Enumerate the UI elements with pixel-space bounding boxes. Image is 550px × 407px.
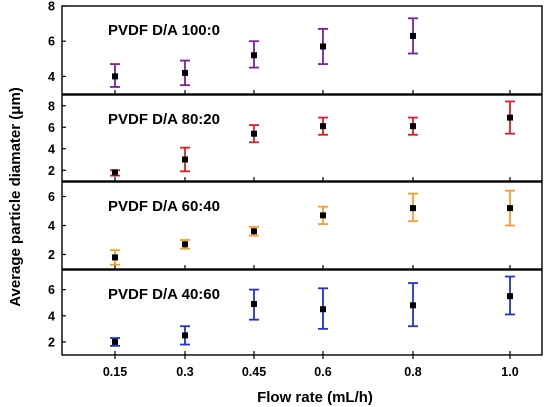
data-point (251, 130, 257, 137)
data-point-group (180, 239, 190, 250)
data-point-group (318, 27, 328, 65)
data-point (507, 293, 513, 300)
y-axis-title: Average particle diamater (μm) (7, 87, 24, 307)
data-point-group (318, 287, 328, 330)
data-point-group (110, 337, 120, 347)
y-tick-label: 2 (48, 164, 55, 178)
x-axis: 0.15 0.3 0.45 0.6 0.8 1.0 (103, 355, 519, 379)
y-tick-label: 4 (48, 142, 55, 156)
data-point (410, 32, 416, 39)
data-point (112, 73, 118, 80)
panels-layer: 4 6 8 PVDF D/A 100:0 2 4 6 8 PVDF D/A 80:20 2 4 6 PV… (48, 0, 543, 356)
x-tick-label: 0.6 (314, 365, 331, 379)
x-tick-label: 0.8 (404, 365, 421, 379)
data-point (251, 52, 257, 59)
panel-frame (61, 5, 543, 95)
data-point (251, 228, 257, 235)
data-point (251, 301, 257, 307)
data-point (410, 123, 416, 130)
data-point (182, 241, 188, 248)
panel-3: 2 4 6 PVDF D/A 60:40 (48, 181, 543, 270)
data-point-group (505, 100, 515, 135)
panel-4: 2 4 6 PVDF D/A 40:60 (48, 269, 543, 356)
data-point-group (249, 124, 259, 144)
y-tick-label: 2 (48, 335, 55, 349)
data-point (182, 69, 188, 76)
x-axis-title: Flow rate (mL/h) (257, 389, 373, 406)
data-point-group (180, 325, 190, 346)
panel-title: PVDF D/A 100:0 (108, 22, 220, 39)
data-point (320, 43, 326, 50)
y-tick-label: 8 (48, 0, 55, 14)
x-tick-label: 0.45 (242, 365, 266, 379)
data-point-group (110, 249, 120, 266)
data-point-group (318, 116, 328, 136)
y-tick-label: 4 (48, 70, 55, 84)
panel-frame (61, 269, 543, 356)
data-point-group (110, 63, 120, 88)
y-tick-label: 6 (48, 283, 55, 297)
data-point (112, 169, 118, 176)
y-tick-label: 6 (48, 121, 55, 135)
data-point (320, 123, 326, 130)
data-point-group (408, 282, 418, 328)
data-point-group (408, 192, 418, 223)
y-tick-label: 6 (48, 35, 55, 49)
data-point (410, 205, 416, 212)
panel-2: 2 4 6 8 PVDF D/A 80:20 (48, 94, 543, 182)
data-point-group (180, 59, 190, 87)
y-tick-label: 2 (48, 248, 55, 262)
data-point-group (180, 146, 190, 173)
data-point-group (505, 275, 515, 316)
y-tick-label: 4 (48, 309, 55, 323)
data-point (320, 212, 326, 219)
x-tick-label: 1.0 (501, 365, 518, 379)
data-point-group (249, 226, 259, 237)
panel-1: 4 6 8 PVDF D/A 100:0 (48, 0, 543, 95)
y-tick-label: 4 (48, 219, 55, 233)
panel-title: PVDF D/A 40:60 (108, 286, 220, 303)
data-point-group (408, 116, 418, 136)
data-point-group (505, 189, 515, 227)
panel-title: PVDF D/A 80:20 (108, 111, 220, 128)
data-point (182, 156, 188, 163)
x-tick-label: 0.15 (103, 365, 127, 379)
x-tick-label: 0.3 (176, 365, 193, 379)
data-point (182, 332, 188, 339)
data-point (112, 254, 118, 261)
data-point-group (408, 17, 418, 55)
panel-frame (61, 181, 543, 270)
data-point-group (110, 169, 120, 177)
data-point (320, 306, 326, 313)
data-point-group (318, 205, 328, 225)
panel-title: PVDF D/A 60:40 (108, 198, 220, 215)
data-point (507, 114, 513, 121)
data-point (507, 205, 513, 212)
y-tick-label: 6 (48, 190, 55, 204)
y-tick-label: 8 (48, 99, 55, 113)
data-point-group (249, 40, 259, 69)
panel-frame (61, 94, 543, 182)
data-point-group (249, 288, 259, 321)
data-point (112, 338, 118, 345)
data-point (410, 302, 416, 309)
